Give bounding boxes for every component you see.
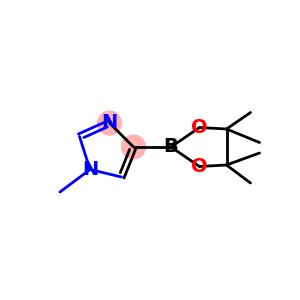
Text: B: B	[164, 137, 178, 157]
Text: O: O	[191, 157, 208, 176]
Text: N: N	[101, 113, 118, 133]
Circle shape	[97, 110, 122, 136]
Text: O: O	[191, 118, 208, 137]
Circle shape	[121, 134, 146, 160]
Text: N: N	[82, 160, 98, 179]
